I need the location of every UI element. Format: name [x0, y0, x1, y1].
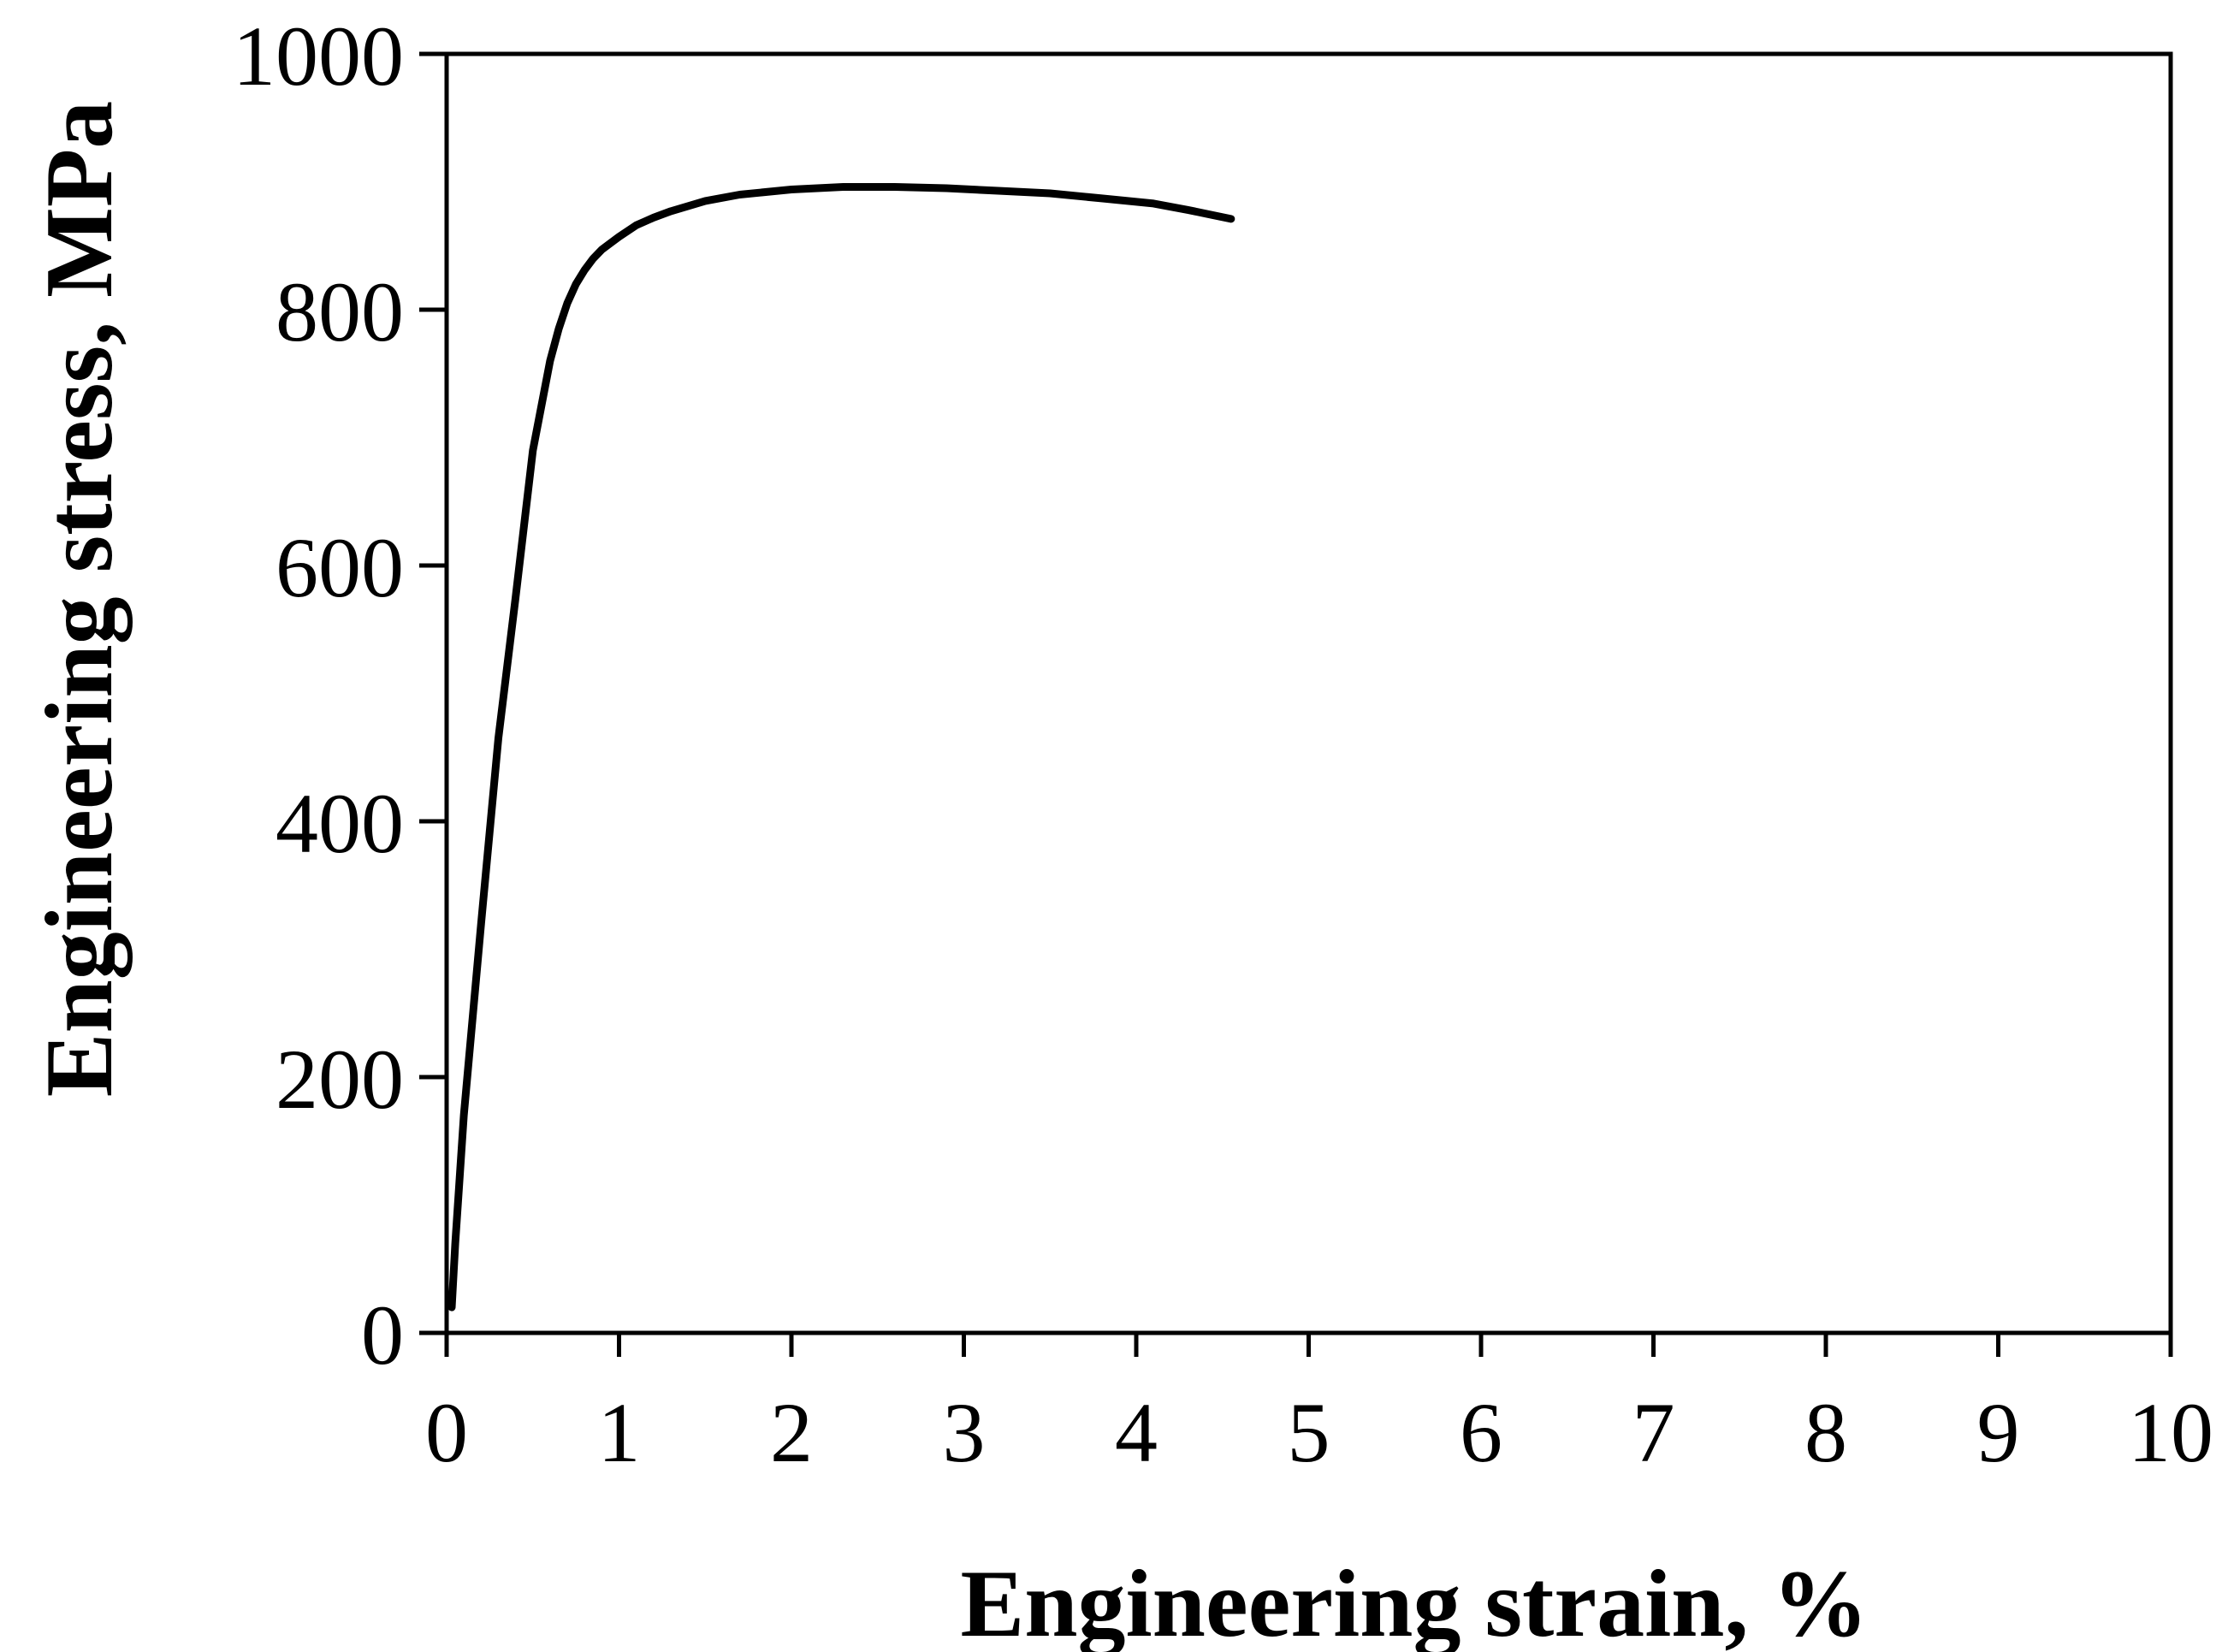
x-tick-label-6: 6	[1460, 1385, 1502, 1480]
y-tick-label-200: 200	[276, 1032, 404, 1127]
x-axis-title: Engineering strain, %	[961, 1551, 1869, 1652]
y-tick-label-400: 400	[276, 776, 404, 871]
y-tick-label-0: 0	[361, 1288, 404, 1383]
y-tick-label-1000: 1000	[233, 9, 404, 104]
series-line-0	[447, 183, 1235, 1312]
x-tick-label-0: 0	[425, 1385, 468, 1480]
x-tick-label-1: 1	[598, 1385, 641, 1480]
x-tick-label-8: 8	[1804, 1385, 1847, 1480]
x-tick-label-3: 3	[943, 1385, 986, 1480]
x-tick-label-10: 10	[2128, 1385, 2213, 1480]
y-tick-label-800: 800	[276, 264, 404, 359]
x-tick-label-2: 2	[770, 1385, 813, 1480]
y-tick-label-600: 600	[276, 520, 404, 615]
x-tick-label-9: 9	[1977, 1385, 2020, 1480]
x-tick-label-5: 5	[1288, 1385, 1330, 1480]
x-tick-label-4: 4	[1115, 1385, 1158, 1480]
x-tick-label-7: 7	[1632, 1385, 1675, 1480]
y-axis-title: Engineering stress, MPa	[27, 101, 133, 1098]
